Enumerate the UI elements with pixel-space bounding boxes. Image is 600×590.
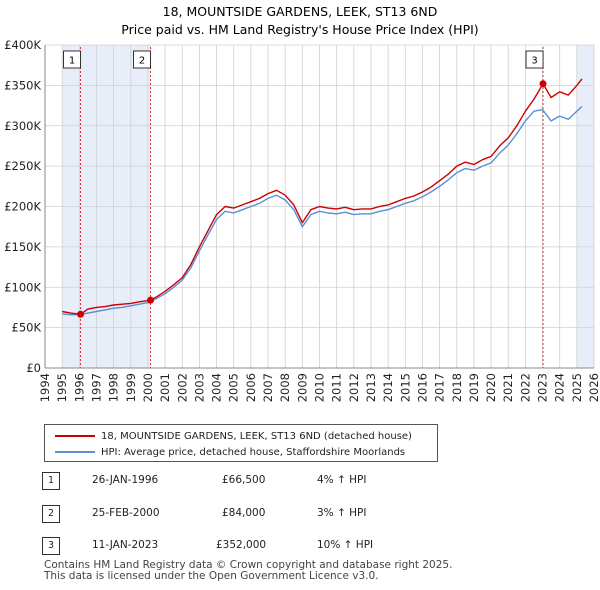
- sale-label-box: [63, 50, 82, 69]
- sale-label-number: 2: [139, 56, 145, 67]
- chart-subtitle: Price paid vs. HM Land Registry's House …: [121, 22, 478, 37]
- sale-label-box: [525, 50, 544, 69]
- x-tick-label: 2006: [244, 373, 258, 402]
- y-tick-label: £0: [26, 361, 41, 375]
- x-tick-label: 1996: [72, 373, 86, 402]
- x-tick-label: 2014: [381, 373, 395, 402]
- x-tick-label: 2021: [501, 373, 515, 402]
- sale-price: £84,000: [222, 507, 266, 519]
- sale-point: [77, 310, 85, 318]
- legend-label-hpi: HPI: Average price, detached house, Staf…: [101, 447, 406, 458]
- x-tick-label: 2024: [553, 373, 567, 402]
- price-chart: 18, MOUNTSIDE GARDENS, LEEK, ST13 6ND Pr…: [4, 4, 600, 402]
- y-tick-label: £400K: [4, 38, 41, 52]
- x-tick-label: 2010: [313, 373, 327, 402]
- x-tick-label: 2026: [587, 373, 600, 402]
- x-tick-label: 2007: [261, 373, 275, 402]
- x-tick-label: 2019: [467, 373, 481, 402]
- y-tick-label: £200K: [4, 200, 41, 214]
- x-tick-label: 2011: [330, 373, 344, 402]
- sale-hpi-diff: 10% ↑ HPI: [317, 539, 374, 551]
- sale-point: [147, 296, 155, 304]
- x-tick-label: 2005: [227, 373, 241, 402]
- sale-badge: 1: [42, 472, 60, 490]
- sale-hpi-diff: 4% ↑ HPI: [317, 474, 367, 486]
- x-tick-label: 1994: [38, 373, 52, 402]
- sale-date: 26-JAN-1996: [92, 474, 159, 486]
- x-tick-label: 2025: [570, 373, 584, 402]
- y-tick-label: £350K: [4, 78, 41, 92]
- sale-point: [539, 80, 547, 88]
- legend: 18, MOUNTSIDE GARDENS, LEEK, ST13 6ND (d…: [44, 424, 438, 462]
- x-tick-label: 2012: [347, 373, 361, 402]
- x-tick-label: 2023: [536, 373, 550, 402]
- x-tick-label: 2022: [518, 373, 532, 402]
- y-tick-label: £150K: [4, 240, 41, 254]
- x-tick-label: 2020: [484, 373, 498, 402]
- y-tick-label: £50K: [12, 321, 42, 335]
- x-tick-label: 2000: [141, 373, 155, 402]
- x-tick-label: 2018: [450, 373, 464, 402]
- y-tick-label: £250K: [4, 159, 41, 173]
- legend-label-property: 18, MOUNTSIDE GARDENS, LEEK, ST13 6ND (d…: [101, 431, 412, 442]
- sale-badge: 3: [42, 537, 60, 555]
- legend-swatch-property: [55, 435, 95, 437]
- x-tick-label: 2009: [295, 373, 309, 402]
- legend-item-property: 18, MOUNTSIDE GARDENS, LEEK, ST13 6ND (d…: [55, 431, 412, 442]
- table-row: 2 25-FEB-2000 £84,000 3% ↑ HPI: [42, 505, 442, 525]
- table-row: 3 11-JAN-2023 £352,000 10% ↑ HPI: [42, 537, 442, 557]
- x-tick-label: 2017: [433, 373, 447, 402]
- x-tick-label: 2016: [415, 373, 429, 402]
- footer: Contains HM Land Registry data © Crown c…: [44, 560, 452, 582]
- sale-label-number: 3: [531, 56, 537, 67]
- chart-title: 18, MOUNTSIDE GARDENS, LEEK, ST13 6ND: [163, 4, 438, 19]
- sale-label-number: 1: [69, 56, 75, 67]
- x-tick-label: 1995: [55, 373, 69, 402]
- x-tick-label: 1997: [89, 373, 103, 402]
- legend-item-hpi: HPI: Average price, detached house, Staf…: [55, 447, 405, 458]
- table-row: 1 26-JAN-1996 £66,500 4% ↑ HPI: [42, 472, 442, 492]
- x-tick-label: 2002: [175, 373, 189, 402]
- sale-price: £352,000: [216, 539, 267, 551]
- sale-date: 11-JAN-2023: [92, 539, 159, 551]
- x-tick-label: 2008: [278, 373, 292, 402]
- footer-licence: This data is licensed under the Open Gov…: [44, 570, 379, 582]
- y-tick-label: £100K: [4, 280, 41, 294]
- x-tick-label: 2013: [364, 373, 378, 402]
- x-tick-label: 1999: [124, 373, 138, 402]
- sale-date: 25-FEB-2000: [92, 507, 160, 519]
- footer-copyright: Contains HM Land Registry data © Crown c…: [44, 559, 453, 571]
- sale-price: £66,500: [222, 474, 266, 486]
- sale-badge: 2: [42, 505, 60, 523]
- x-tick-label: 1998: [107, 373, 121, 402]
- x-tick-label: 2015: [398, 373, 412, 402]
- x-tick-label: 2003: [192, 373, 206, 402]
- sale-hpi-diff: 3% ↑ HPI: [317, 507, 367, 519]
- legend-swatch-hpi: [55, 451, 95, 453]
- x-tick-label: 2001: [158, 373, 172, 402]
- sale-label-box: [133, 50, 152, 69]
- y-tick-label: £300K: [4, 119, 41, 133]
- x-tick-label: 2004: [210, 373, 224, 402]
